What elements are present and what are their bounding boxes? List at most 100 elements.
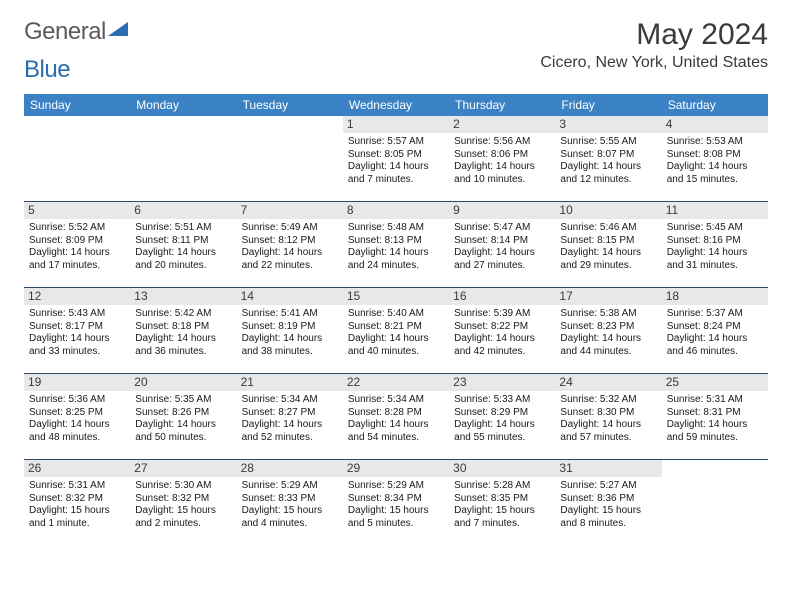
day-number: 13 <box>130 288 236 305</box>
week-row: 12 Sunrise: 5:43 AMSunset: 8:17 PM Dayligh… <box>24 288 768 374</box>
calendar-page: General May 2024 Cicero, New York, Unite… <box>0 0 792 558</box>
day-number: 17 <box>555 288 661 305</box>
day-cell: 17Sunrise: 5:38 AMSunset: 8:23 PMDayligh… <box>555 288 661 373</box>
daylight-text: Daylight: 14 hours and 50 minutes. <box>135 419 231 444</box>
daylight-text: Daylight: 14 hours and 17 minutes. <box>29 247 125 272</box>
sunrise-text: Sunrise: 5:29 AM <box>242 480 338 493</box>
sunset-text: Sunset: 8:09 PM <box>29 235 125 248</box>
day-number: 27 <box>130 460 236 477</box>
sunrise-text: Sunrise: 5:38 AM <box>560 308 656 321</box>
sunrise-text: Sunrise: 5:48 AM <box>348 222 444 235</box>
daylight-text: Daylight: 14 hours and 31 minutes. <box>667 247 763 272</box>
sunset-text: Sunset: 8:06 PM <box>454 149 550 162</box>
sunrise-text: Sunrise: 5:49 AM <box>242 222 338 235</box>
day-cell: . <box>662 460 768 546</box>
dow-header-cell: Monday <box>130 94 236 116</box>
sunrise-text: Sunrise: 5:33 AM <box>454 394 550 407</box>
week-row: 26 Sunrise: 5:31 AM Sunset: 8:32 PM Dayligh… <box>24 460 768 546</box>
day-cell: 25Sunrise: 5:31 AMSunset: 8:31 PMDayligh… <box>662 374 768 459</box>
sunrise-text: Sunrise: 5:30 AM <box>135 480 231 493</box>
day-number: 29 <box>343 460 449 477</box>
day-number: 6 <box>130 202 236 219</box>
sunrise-text: Sunrise: 5:45 AM <box>667 222 763 235</box>
day-cell: . <box>130 116 236 201</box>
sunrise-text: Sunrise: 5:40 AM <box>348 308 444 321</box>
day-cell: . <box>24 116 130 201</box>
day-number: 25 <box>662 374 768 391</box>
day-cell: 20Sunrise: 5:35 AMSunset: 8:26 PMDayligh… <box>130 374 236 459</box>
day-cell: 4Sunrise: 5:53 AMSunset: 8:08 PMDaylight… <box>662 116 768 201</box>
sunset-text: Sunset: 8:05 PM <box>348 149 444 162</box>
day-number: 8 <box>343 202 449 219</box>
sunrise-text: Sunrise: 5:31 AM <box>667 394 763 407</box>
sunset-text: Sunset: 8:27 PM <box>242 407 338 420</box>
sunset-text: Sunset: 8:17 PM <box>29 321 125 334</box>
brand-triangle-icon <box>108 17 130 45</box>
daylight-text: Daylight: 15 hours and 8 minutes. <box>560 505 656 530</box>
day-cell: 5Sunrise: 5:52 AMSunset: 8:09 PMDaylight… <box>24 202 130 287</box>
sunrise-text: Sunrise: 5:31 AM <box>29 480 125 493</box>
sunset-text: Sunset: 8:24 PM <box>667 321 763 334</box>
dow-header-cell: Thursday <box>449 94 555 116</box>
sunset-text: Sunset: 8:13 PM <box>348 235 444 248</box>
week-row: ...1Sunrise: 5:57 AMSunset: 8:05 PMDayli… <box>24 116 768 202</box>
daylight-text: Daylight: 14 hours and 44 minutes. <box>560 333 656 358</box>
day-cell: 9Sunrise: 5:47 AMSunset: 8:14 PMDaylight… <box>449 202 555 287</box>
day-cell: 29Sunrise: 5:29 AMSunset: 8:34 PMDayligh… <box>343 460 449 546</box>
sunrise-text: Sunrise: 5:43 AM <box>29 308 125 321</box>
sunset-text: Sunset: 8:15 PM <box>560 235 656 248</box>
week-row: 19Sunrise: 5:36 AMSunset: 8:25 PMDayligh… <box>24 374 768 460</box>
sunset-text: Sunset: 8:07 PM <box>560 149 656 162</box>
daylight-text: Daylight: 14 hours and 27 minutes. <box>454 247 550 272</box>
sunrise-text: Sunrise: 5:53 AM <box>667 136 763 149</box>
sunrise-text: Sunrise: 5:36 AM <box>29 394 125 407</box>
day-cell: 16Sunrise: 5:39 AMSunset: 8:22 PMDayligh… <box>449 288 555 373</box>
day-number: 12 <box>24 288 130 305</box>
sunset-text: Sunset: 8:28 PM <box>348 407 444 420</box>
sunrise-text: Sunrise: 5:29 AM <box>348 480 444 493</box>
day-number: 26 <box>24 460 130 477</box>
daylight-text: Daylight: 14 hours and 52 minutes. <box>242 419 338 444</box>
day-cell: 22Sunrise: 5:34 AMSunset: 8:28 PMDayligh… <box>343 374 449 459</box>
daylight-text: Daylight: 14 hours and 48 minutes. <box>29 419 125 444</box>
daylight-text: Daylight: 14 hours and 46 minutes. <box>667 333 763 358</box>
sunrise-text: Sunrise: 5:35 AM <box>135 394 231 407</box>
day-number: 23 <box>449 374 555 391</box>
sunset-text: Sunset: 8:18 PM <box>135 321 231 334</box>
sunset-text: Sunset: 8:11 PM <box>135 235 231 248</box>
daylight-text: Daylight: 15 hours and 4 minutes. <box>242 505 338 530</box>
daylight-text: Daylight: 14 hours and 24 minutes. <box>348 247 444 272</box>
day-number: 15 <box>343 288 449 305</box>
brand-logo: General <box>24 18 130 46</box>
day-cell: 30Sunrise: 5:28 AMSunset: 8:35 PMDayligh… <box>449 460 555 546</box>
day-cell: . <box>237 116 343 201</box>
day-number: 31 <box>555 460 661 477</box>
sunset-text: Sunset: 8:30 PM <box>560 407 656 420</box>
day-cell: 18Sunrise: 5:37 AMSunset: 8:24 PMDayligh… <box>662 288 768 373</box>
day-cell: 24Sunrise: 5:32 AMSunset: 8:30 PMDayligh… <box>555 374 661 459</box>
daylight-text: Daylight: 14 hours and 55 minutes. <box>454 419 550 444</box>
day-number: 21 <box>237 374 343 391</box>
day-cell: 28Sunrise: 5:29 AMSunset: 8:33 PMDayligh… <box>237 460 343 546</box>
dow-header-cell: Tuesday <box>237 94 343 116</box>
sunrise-text: Sunrise: 5:52 AM <box>29 222 125 235</box>
sunrise-text: Sunrise: 5:32 AM <box>560 394 656 407</box>
daylight-text: Daylight: 14 hours and 42 minutes. <box>454 333 550 358</box>
dow-header-cell: Wednesday <box>343 94 449 116</box>
sunset-text: Sunset: 8:35 PM <box>454 493 550 506</box>
daylight-text: Daylight: 14 hours and 22 minutes. <box>242 247 338 272</box>
title-block: May 2024 Cicero, New York, United States <box>540 18 768 72</box>
sunset-text: Sunset: 8:16 PM <box>667 235 763 248</box>
daylight-text: Daylight: 14 hours and 38 minutes. <box>242 333 338 358</box>
day-cell: 26Sunrise: 5:31 AMSunset: 8:32 PMDayligh… <box>24 460 130 546</box>
day-cell: 19Sunrise: 5:36 AMSunset: 8:25 PMDayligh… <box>24 374 130 459</box>
daylight-text: Daylight: 14 hours and 7 minutes. <box>348 161 444 186</box>
daylight-text: Daylight: 15 hours and 5 minutes. <box>348 505 444 530</box>
day-number: 30 <box>449 460 555 477</box>
daylight-text: Daylight: 14 hours and 15 minutes. <box>667 161 763 186</box>
sunrise-text: Sunrise: 5:51 AM <box>135 222 231 235</box>
day-number: 2 <box>449 116 555 133</box>
day-number: 19 <box>24 374 130 391</box>
calendar-grid: SundayMondayTuesdayWednesdayThursdayFrid… <box>24 94 768 546</box>
sunset-text: Sunset: 8:32 PM <box>135 493 231 506</box>
